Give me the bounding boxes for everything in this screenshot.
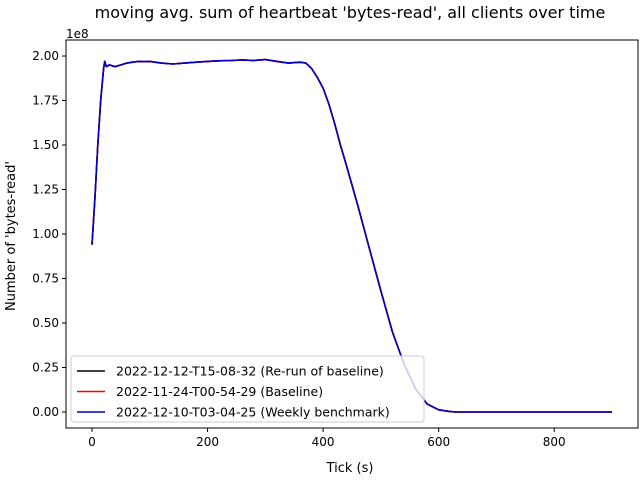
y-tick-label: 0.25 [32, 360, 59, 374]
y-tick-label: 1.00 [32, 227, 59, 241]
legend-label-1: 2022-12-12-T15-08-32 (Re-run of baseline… [116, 364, 384, 379]
x-axis-ticks: 0 200 400 600 800 [88, 428, 566, 449]
x-tick-label: 200 [196, 435, 219, 449]
x-tick-label: 400 [312, 435, 335, 449]
y-tick-label: 2.00 [32, 49, 59, 63]
plot-area [91, 58, 612, 413]
y-axis-label: Number of 'bytes-read' [4, 161, 19, 311]
y-offset-label: 1e8 [66, 27, 89, 41]
legend-label-2: 2022-11-24-T00-54-29 (Baseline) [116, 384, 323, 399]
y-tick-label: 1.75 [32, 94, 59, 108]
series-line-3 [91, 58, 612, 413]
y-tick-label: 1.50 [32, 138, 59, 152]
y-tick-label: 1.25 [32, 183, 59, 197]
y-tick-label: 0.75 [32, 271, 59, 285]
x-tick-label: 0 [88, 435, 96, 449]
y-tick-label: 0.50 [32, 316, 59, 330]
legend-box [70, 355, 425, 423]
chart-title: moving avg. sum of heartbeat 'bytes-read… [95, 3, 606, 22]
y-axis-ticks: 0.00 0.25 0.50 0.75 1.00 1.25 1.50 1.75 2.00 [32, 49, 66, 419]
x-tick-label: 800 [543, 435, 566, 449]
legend: 2022-12-12-T15-08-32 (Re-run of baseline… [70, 355, 425, 423]
plot-frame [65, 39, 639, 429]
x-axis-label: Tick (s) [326, 461, 374, 476]
x-tick-label: 600 [427, 435, 450, 449]
y-tick-label: 0.00 [32, 405, 59, 419]
legend-label-3: 2022-12-10-T03-04-25 (Weekly benchmark) [116, 405, 390, 420]
